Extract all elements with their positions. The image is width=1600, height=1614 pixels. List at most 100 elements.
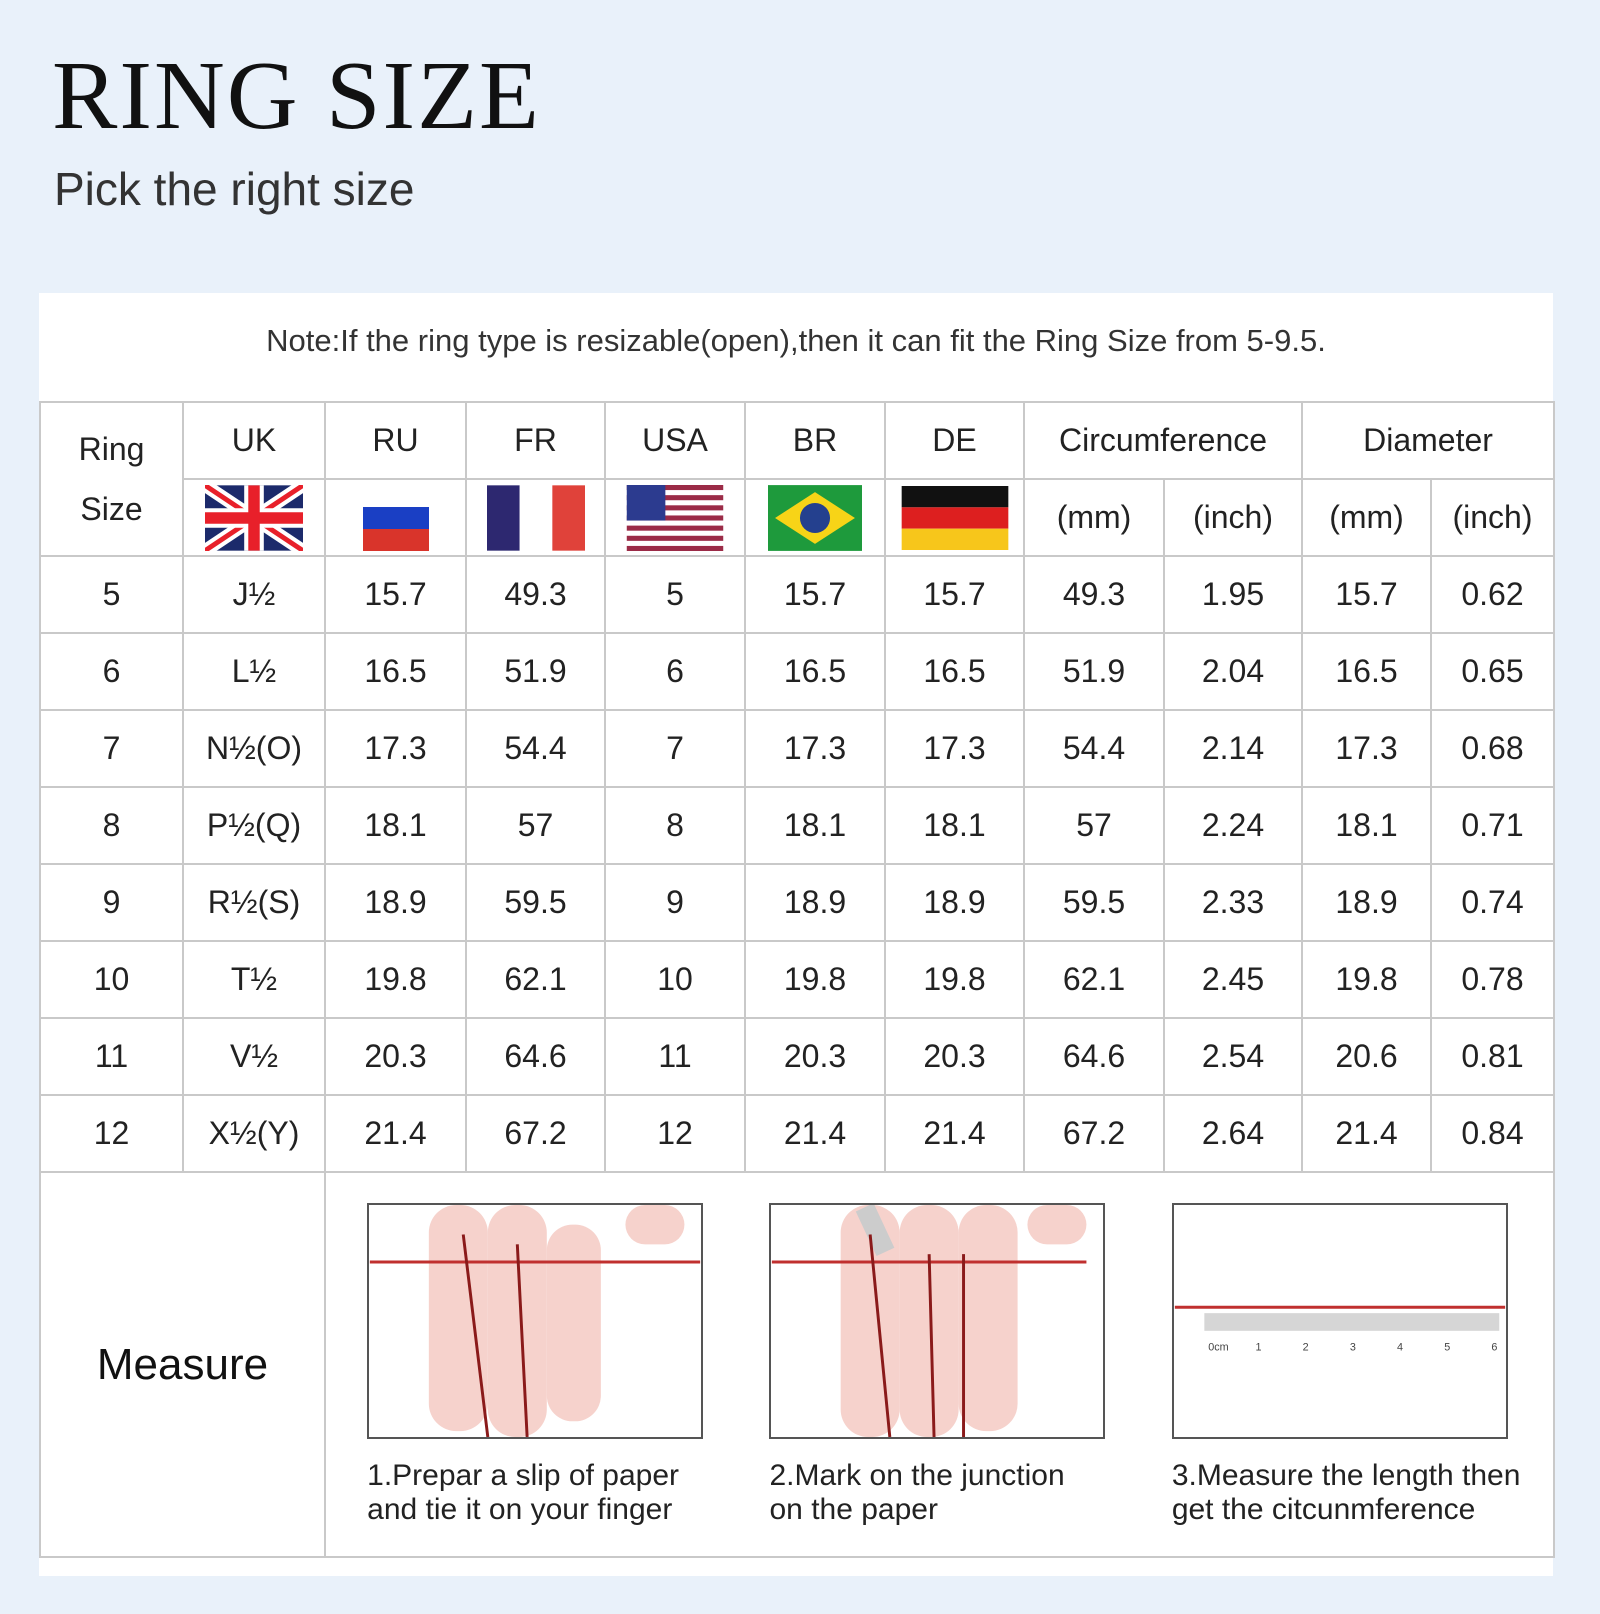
measure-row: Measure 1.Prepar a slip of paper and tie … [39,1171,1555,1558]
circ-inch-header: (inch) [1163,478,1303,557]
fr-cell: 62.1 [465,940,606,1019]
ruler-tick-label: 6 [1491,1341,1497,1353]
diam-mm-cell: 19.8 [1301,940,1432,1019]
ruler-tick-label: 2 [1302,1341,1308,1353]
de-flag-cell [884,478,1025,557]
ruler-tick-label: 0cm [1208,1341,1228,1353]
ruler-tick-label: 3 [1350,1341,1356,1353]
diameter-header: Diameter [1301,401,1555,480]
de-header: DE [884,401,1025,480]
circ-inch-cell: 2.24 [1163,786,1303,865]
br-header: BR [744,401,886,480]
uk-cell: R½(S) [182,863,326,942]
diam-inch-cell: 0.65 [1430,632,1555,711]
br-cell: 18.9 [744,863,886,942]
step-1-line-1: 1.Prepar a slip of paper [367,1458,680,1492]
header-row-2: (mm) (inch) (mm) (inch) [40,478,1555,557]
measure-label-cell: Measure [39,1171,326,1558]
circ-inch-cell: 2.33 [1163,863,1303,942]
circ-mm-cell: 49.3 [1023,555,1165,634]
table-row: 10 T½ 19.8 62.1 10 19.8 19.8 62.1 2.45 19.8 0.78 [39,940,1555,1019]
fr-cell: 57 [465,786,606,865]
usa-header: USA [604,401,746,480]
diam-mm-cell: 21.4 [1301,1094,1432,1173]
de-cell: 19.8 [884,940,1025,1019]
circ-mm-cell: 57 [1023,786,1165,865]
ru-header: RU [324,401,467,480]
mark-junction-illustration [769,1202,1106,1439]
circumference-header: Circumference [1023,401,1303,480]
usa-cell: 6 [604,632,746,711]
circ-inch-cell: 2.64 [1163,1094,1303,1173]
resizable-note: Note:If the ring type is resizable(open)… [266,323,1326,358]
russia-flag-icon [362,484,429,551]
table-row: 5 J½ 15.7 49.3 5 15.7 15.7 49.3 1.95 15.7 0.62 [39,555,1555,634]
ring-size-cell: 9 [39,863,184,942]
diam-inch-header: (inch) [1430,478,1555,557]
uk-cell: J½ [182,555,326,634]
page-subtitle: Pick the right size [54,163,415,215]
uk-cell: X½(Y) [182,1094,326,1173]
finger-tie-illustration [367,1202,704,1439]
circ-inch-cell: 1.95 [1163,555,1303,634]
measure-steps-cell: 1.Prepar a slip of paper and tie it on yo… [324,1171,1555,1558]
usa-cell: 9 [604,863,746,942]
fr-cell: 51.9 [465,632,606,711]
ru-cell: 15.7 [324,555,467,634]
fr-cell: 49.3 [465,555,606,634]
de-cell: 18.1 [884,786,1025,865]
circ-inch-cell: 2.54 [1163,1017,1303,1096]
diam-inch-cell: 0.68 [1430,709,1555,788]
ru-cell: 18.9 [324,863,467,942]
page-title: RING SIZE [52,42,541,150]
ring-size-cell: 11 [39,1017,184,1096]
ring-size-cell: 10 [39,940,184,1019]
uk-cell: N½(O) [182,709,326,788]
circ-mm-cell: 59.5 [1023,863,1165,942]
diam-mm-cell: 18.1 [1301,786,1432,865]
fr-cell: 59.5 [465,863,606,942]
circ-mm-cell: 51.9 [1023,632,1165,711]
usa-flag-icon [626,484,724,551]
ring-size-cell: 8 [39,786,184,865]
ru-cell: 21.4 [324,1094,467,1173]
fr-cell: 64.6 [465,1017,606,1096]
diam-inch-cell: 0.74 [1430,863,1555,942]
diam-mm-cell: 18.9 [1301,863,1432,942]
diam-inch-cell: 0.81 [1430,1017,1555,1096]
usa-cell: 11 [604,1017,746,1096]
usa-cell: 5 [604,555,746,634]
uk-cell: L½ [182,632,326,711]
brazil-flag-icon [768,484,862,551]
de-cell: 15.7 [884,555,1025,634]
usa-flag-cell [604,478,746,557]
ru-cell: 17.3 [324,709,467,788]
de-cell: 16.5 [884,632,1025,711]
circ-mm-cell: 67.2 [1023,1094,1165,1173]
br-cell: 21.4 [744,1094,886,1173]
br-cell: 19.8 [744,940,886,1019]
diam-inch-cell: 0.62 [1430,555,1555,634]
usa-cell: 8 [604,786,746,865]
table-row: 11 V½ 20.3 64.6 11 20.3 20.3 64.6 2.54 20.6 0.81 [39,1017,1555,1096]
uk-header: UK [182,401,326,480]
br-cell: 17.3 [744,709,886,788]
ruler-tick-label: 1 [1255,1341,1261,1353]
diam-mm-cell: 20.6 [1301,1017,1432,1096]
circ-mm-cell: 54.4 [1023,709,1165,788]
br-cell: 18.1 [744,786,886,865]
fr-cell: 54.4 [465,709,606,788]
de-cell: 21.4 [884,1094,1025,1173]
br-cell: 20.3 [744,1017,886,1096]
diam-inch-cell: 0.71 [1430,786,1555,865]
step-2: 2.Mark on the junction on the paper [769,1202,1109,1527]
size-label: Size [80,491,143,527]
step-3-line-1: 3.Measure the length then [1171,1458,1521,1492]
ring-size-header: Ring Size [39,401,184,557]
ruler-tick-label: 5 [1444,1341,1450,1353]
uk-cell: P½(Q) [182,786,326,865]
germany-flag-icon [901,485,1008,550]
de-cell: 20.3 [884,1017,1025,1096]
de-cell: 18.9 [884,863,1025,942]
step-2-line-1: 2.Mark on the junction [769,1458,1065,1492]
